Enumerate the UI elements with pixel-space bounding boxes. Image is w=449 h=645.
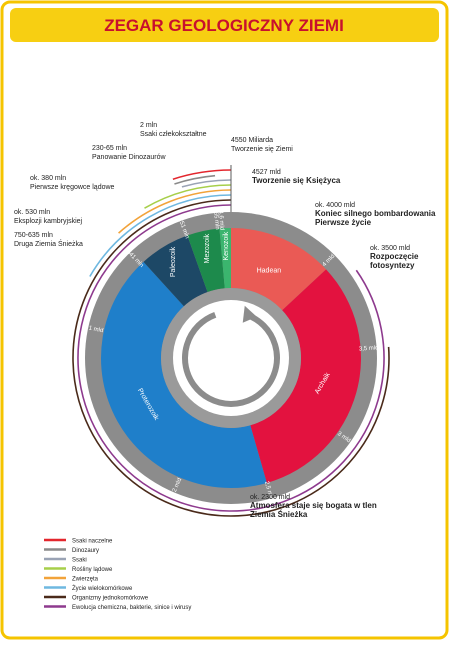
annotation-line: Tworzenie się Ziemi: [231, 146, 293, 153]
annotation: ok. 4000 mld Koniec silnego bombardowania…: [315, 202, 436, 227]
ring-label: 3,5 mld: [359, 345, 379, 352]
annotation: 230-65 mln Panowanie Dinozaurów: [92, 145, 166, 161]
life-arc: [118, 189, 231, 234]
annotation-line: Eksplozji kambryjskiej: [14, 218, 83, 225]
annotation-line: 2 mln: [140, 122, 157, 129]
annotation-line: Druga Ziemia Śnieżka: [14, 239, 83, 248]
ring-label: 2,5 mld: [263, 481, 274, 502]
annotation-line: fotosyntezy: [370, 261, 415, 270]
title: ZEGAR GEOLOGICZNY ZIEMI: [104, 16, 344, 35]
life-arc: [181, 179, 231, 188]
annotation: ok. 380 mln Pierwsze kręgowce lądowe: [30, 175, 115, 191]
annotation-line: Ssaki człekokształtne: [140, 131, 207, 138]
era-segment: [250, 269, 362, 483]
annotation: 2 mln Ssaki człekokształtne: [140, 122, 207, 138]
era-label: Kenozoik: [223, 231, 230, 260]
annotation: ok. 3500 mld Rozpoczęcie fotosyntezy: [370, 245, 419, 270]
era-label: Hadean: [257, 268, 282, 275]
annotation-line: Rozpoczęcie: [370, 252, 419, 261]
legend-label: Ssaki: [72, 558, 87, 564]
annotation-line: Ziemia Śnieżka: [250, 510, 308, 519]
annotation-line: 4527 mld: [252, 169, 281, 176]
legend-label: Organizmy jednokomórkowe: [72, 596, 149, 602]
ring-label: 1 mld: [88, 325, 104, 334]
annotation-line: 750-635 mln: [14, 232, 53, 239]
annotation-line: Koniec silnego bombardowania: [315, 209, 436, 218]
annotation-line: ok. 4000 mld: [315, 202, 355, 209]
ring-label: 2 mld: [172, 477, 183, 493]
annotation-line: 230-65 mln: [92, 145, 127, 152]
annotation: 4550 Miliarda Tworzenie się Ziemi: [231, 137, 293, 153]
life-arc: [144, 184, 231, 209]
annotation: ok. 530 mln Eksplozji kambryjskiej: [14, 209, 83, 225]
annotation: 4527 mld Tworzenie się Księżyca: [252, 169, 341, 185]
annotation: ok. 2300 mld Atmosfera staje się bogata w…: [250, 494, 377, 519]
life-arc: [89, 194, 231, 277]
annotation-line: Pierwsze życie: [315, 218, 372, 227]
era-label: Paleozoik: [170, 246, 177, 277]
arrow-head: [242, 305, 257, 323]
legend-label: Dinozaury: [72, 548, 99, 554]
era-segment: [231, 228, 327, 311]
ring-label: 4,6 mld: [217, 210, 224, 230]
legend-label: Ewolucja chemiczna, bakterie, sinice i w…: [72, 605, 191, 611]
annotation-line: 4550 Miliarda: [231, 137, 273, 144]
era-segment: [143, 235, 208, 307]
annotation-line: Panowanie Dinozaurów: [92, 154, 166, 161]
legend-label: Zwierzęta: [72, 577, 99, 583]
annotation-line: ok. 530 mln: [14, 209, 50, 216]
ring-label: 65 mln: [212, 212, 220, 231]
annotation: 750-635 mln Druga Ziemia Śnieżka: [14, 232, 83, 248]
life-arc: [77, 204, 385, 512]
era-segment: [100, 261, 267, 488]
legend-label: Rośliny lądowe: [72, 567, 113, 573]
era-segment: [187, 228, 225, 293]
legend-label: Ssaki naczelne: [72, 539, 113, 545]
annotation-line: ok. 3500 mld: [370, 245, 410, 252]
legend-label: Życie wielokomórkowe: [72, 585, 133, 592]
inner-hole: [173, 300, 289, 416]
annotation-line: Tworzenie się Księżyca: [252, 176, 341, 185]
annotation-line: ok. 2300 mld: [250, 494, 290, 501]
annotation-line: ok. 380 mln: [30, 175, 66, 182]
era-segment: [219, 228, 231, 289]
era-label: Mezozoik: [204, 233, 211, 263]
cycle-arrow: [182, 311, 280, 407]
header-bar: [10, 8, 439, 42]
life-arc: [174, 174, 216, 185]
annotation-line: Pierwsze kręgowce lądowe: [30, 184, 115, 191]
life-arc: [72, 199, 390, 517]
annotation-line: Atmosfera staje się bogata w tlen: [250, 501, 377, 510]
life-arc: [172, 169, 231, 180]
